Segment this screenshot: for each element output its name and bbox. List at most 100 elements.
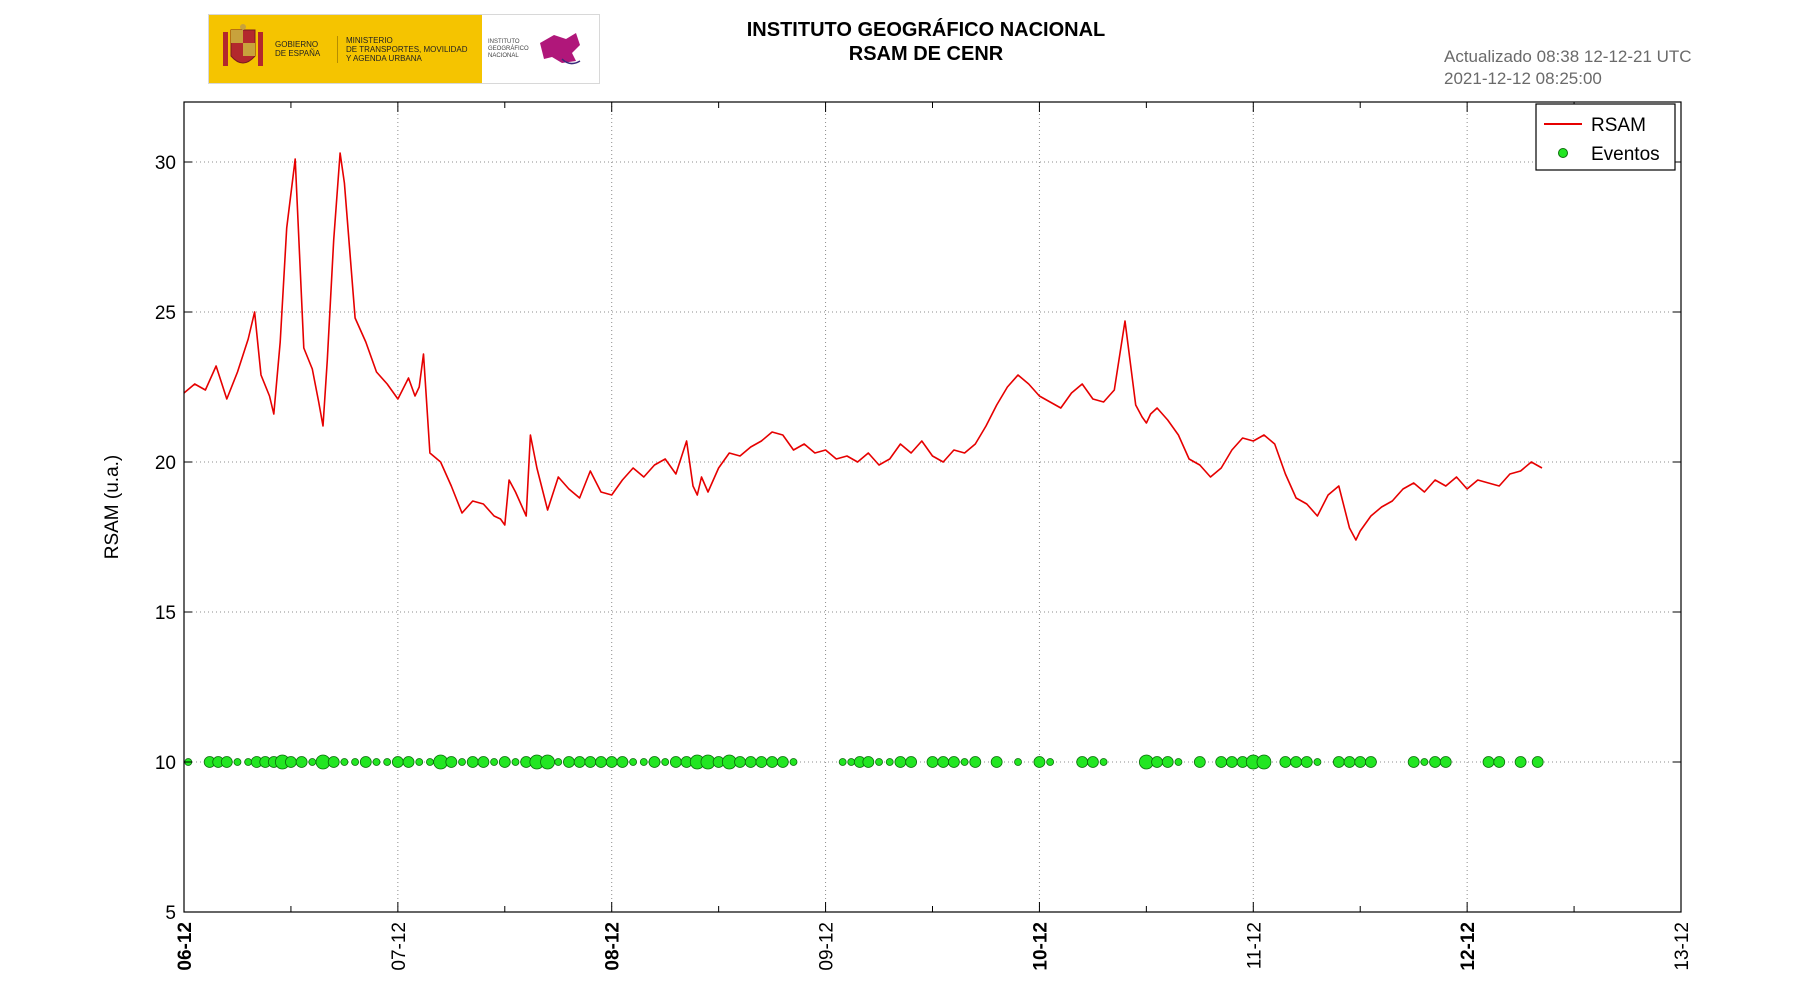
evento-point: [340, 758, 349, 766]
evento-point: [905, 756, 918, 768]
evento-point: [308, 758, 317, 766]
evento-point: [573, 756, 586, 768]
title-line-2: RSAM DE CENR: [848, 43, 1004, 65]
gov-line-2: DE ESPAÑA: [275, 49, 321, 58]
evento-point: [426, 758, 434, 766]
evento-point: [1076, 756, 1089, 768]
evento-point: [1174, 758, 1183, 766]
ign-map-icon: [540, 33, 581, 65]
evento-point: [1086, 756, 1099, 768]
evento-point: [233, 758, 242, 766]
x-tick-label: 12-12: [1458, 922, 1479, 971]
evento-point: [1482, 756, 1495, 768]
rsam-series-line: [183, 152, 1543, 541]
evento-point: [1193, 756, 1206, 768]
evento-point: [990, 756, 1003, 768]
x-tick-label: 11-12: [1244, 922, 1265, 969]
header-logo: GOBIERNO DE ESPAÑA MINISTERIO DE TRANSPO…: [208, 14, 600, 84]
legend-eventos-label: Eventos: [1591, 144, 1660, 165]
evento-point: [776, 756, 789, 768]
evento-point: [847, 758, 856, 766]
ministry-label: MINISTERIO DE TRANSPORTES, MOVILIDAD Y A…: [337, 35, 474, 63]
evento-point: [960, 758, 969, 766]
institute-line-1: INSTITUTO: [488, 38, 520, 45]
evento-point: [1215, 756, 1228, 768]
y-tick-label: 20: [155, 453, 176, 474]
updated-line-1: Actualizado 08:38 12-12-21 UTC: [1444, 47, 1692, 66]
y-tick-labels: 5 10 15 20 25 30: [155, 153, 176, 924]
evento-point: [862, 756, 875, 768]
evento-point: [1332, 756, 1345, 768]
grid-lines: [184, 102, 1681, 912]
evento-point: [477, 756, 490, 768]
evento-point: [351, 758, 359, 766]
x-tick-labels: 06-12 07-12 08-12 09-12 10-12 11-12 12-12 13-12: [175, 922, 1693, 971]
evento-point: [789, 758, 798, 766]
evento-point: [1531, 756, 1544, 768]
evento-point: [1420, 758, 1429, 766]
x-tick-label: 07-12: [389, 922, 410, 971]
x-tick-label: 06-12: [175, 922, 196, 971]
axis-ticks: [183, 102, 1682, 913]
legend-eventos-swatch: [1558, 148, 1568, 158]
evento-point: [563, 756, 575, 768]
evento-point: [584, 756, 597, 768]
y-tick-label: 30: [155, 153, 176, 174]
evento-point: [1046, 758, 1055, 766]
y-tick-label: 10: [155, 753, 176, 774]
evento-point: [1161, 756, 1174, 768]
evento-point: [669, 756, 682, 768]
gov-line-1: GOBIERNO: [275, 40, 319, 49]
evento-point: [926, 756, 939, 768]
evento-point: [894, 756, 907, 768]
evento-point: [1099, 758, 1108, 766]
evento-point: [1033, 756, 1046, 768]
y-tick-label: 5: [165, 903, 176, 924]
x-tick-label: 13-12: [1672, 922, 1693, 971]
evento-point: [1429, 756, 1441, 768]
y-tick-label: 15: [155, 603, 176, 624]
evento-point: [1300, 756, 1313, 768]
government-logo: GOBIERNO DE ESPAÑA MINISTERIO DE TRANSPO…: [209, 15, 482, 83]
x-tick-label: 09-12: [817, 922, 838, 971]
evento-point: [639, 758, 648, 766]
evento-point: [1313, 758, 1322, 766]
institute-line-3: NACIONAL: [488, 52, 519, 59]
evento-point: [969, 756, 982, 768]
ministry-line-2: DE TRANSPORTES, MOVILIDAD: [346, 44, 468, 54]
evento-point: [391, 756, 404, 768]
evento-point: [540, 754, 555, 770]
evento-point: [744, 756, 757, 768]
institute-line-2: GEOGRÁFICO: [488, 45, 529, 52]
evento-point: [295, 756, 308, 768]
evento-point: [947, 756, 960, 768]
evento-point: [605, 756, 618, 768]
evento-point: [458, 758, 466, 766]
evento-point: [415, 758, 424, 766]
evento-point: [1407, 756, 1420, 768]
evento-point: [1493, 756, 1506, 768]
government-label: GOBIERNO DE ESPAÑA: [275, 40, 327, 58]
evento-point: [629, 758, 637, 766]
page-title: INSTITUTO GEOGRÁFICO NACIONAL RSAM DE CE…: [650, 18, 1202, 66]
evento-point: [511, 758, 520, 766]
evento-point: [372, 758, 381, 766]
evento-point: [1343, 756, 1356, 768]
y-axis-label: RSAM (u.a.): [102, 455, 123, 560]
evento-point: [1514, 756, 1527, 768]
evento-point: [766, 756, 779, 768]
update-timestamp: Actualizado 08:38 12-12-21 UTC 2021-12-1…: [1444, 46, 1692, 90]
evento-point: [875, 758, 883, 766]
evento-point: [1354, 756, 1367, 768]
evento-point: [383, 758, 392, 766]
evento-point: [755, 756, 768, 768]
updated-line-2: 2021-12-12 08:25:00: [1444, 69, 1602, 88]
evento-point: [490, 758, 498, 766]
ministry-line-3: Y AGENDA URBANA: [346, 53, 422, 63]
institute-label: INSTITUTO GEOGRÁFICO NACIONAL: [488, 39, 532, 60]
evento-point: [1279, 756, 1292, 768]
legend-box: [1535, 103, 1676, 171]
evento-point: [616, 756, 629, 768]
evento-point: [1439, 756, 1452, 768]
